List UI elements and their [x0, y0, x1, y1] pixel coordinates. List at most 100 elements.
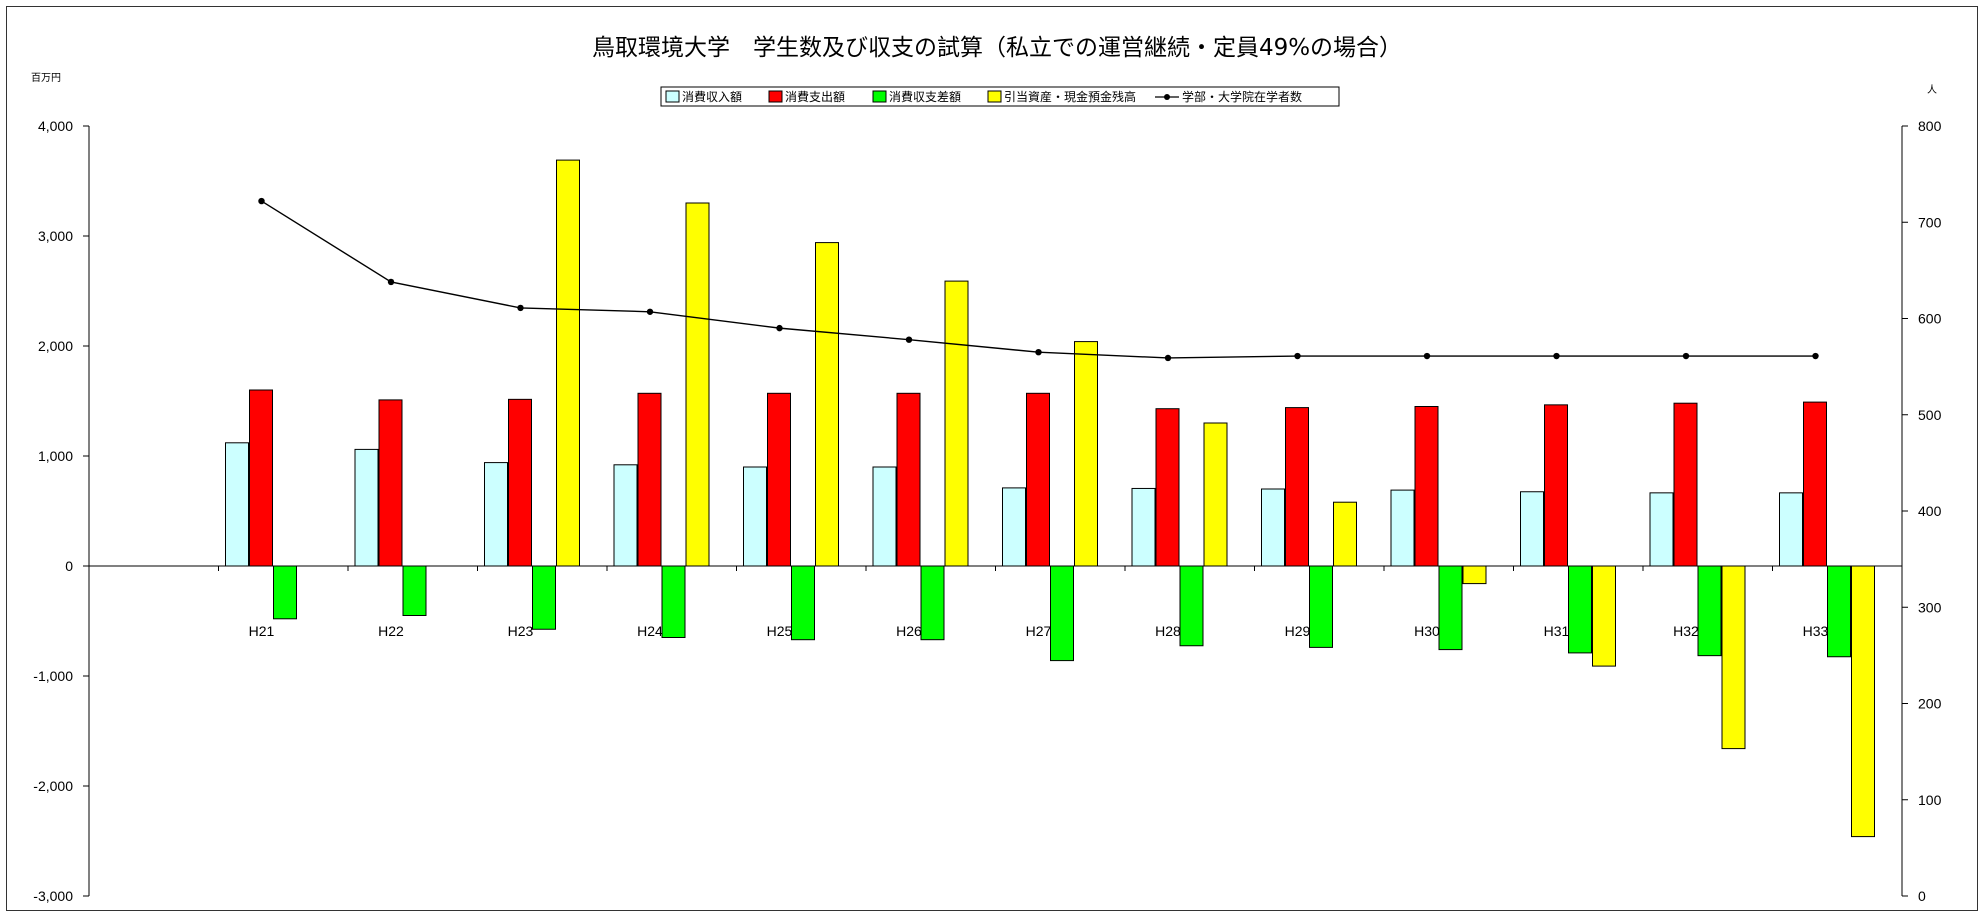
right-axis-tick-label: 700	[1918, 214, 1942, 230]
bar-balance	[1568, 565, 1592, 654]
bar-reserve	[1462, 565, 1487, 585]
bar-reserve	[944, 280, 969, 567]
category-label: H27	[1026, 623, 1052, 639]
bar-balance	[1050, 565, 1074, 662]
bar-income	[1390, 489, 1415, 567]
bar-reserve	[1851, 565, 1875, 838]
bar-income	[225, 442, 249, 567]
legend: 消費収入額 消費支出額 消費収支差額 引当資産・現金預金残高 学部・大学院在学者…	[660, 86, 1340, 107]
left-axis-unit: 百万円	[31, 72, 61, 84]
chart-title: 鳥取環境大学 学生数及び収支の試算（私立での運営継続・定員49%の場合）	[592, 35, 1402, 61]
right-axis-tick-label: 100	[1918, 792, 1942, 808]
bar-expense	[1803, 401, 1827, 567]
bar-expense	[1026, 392, 1050, 567]
student-count-point	[517, 304, 524, 312]
bar-income	[1131, 487, 1156, 567]
legend-label-reserve: 引当資産・現金預金残高	[1004, 89, 1136, 104]
left-axis-tick-label: -1,000	[33, 668, 73, 684]
student-count-point	[1164, 354, 1172, 362]
bar-balance	[920, 565, 945, 641]
student-count-point	[1423, 352, 1431, 360]
category-label: H22	[378, 623, 404, 639]
bar-balance	[1438, 565, 1463, 651]
left-axis-tick-label: -3,000	[33, 888, 73, 904]
right-axis-unit: 人	[1927, 84, 1937, 96]
student-count-point	[1812, 352, 1819, 360]
bar-reserve	[685, 202, 710, 567]
left-axis-tick-label: -2,000	[33, 778, 73, 794]
bar-income	[1649, 492, 1674, 567]
legend-swatch-balance	[872, 90, 887, 103]
legend-swatch-reserve	[987, 90, 1002, 103]
category-label: H23	[508, 623, 534, 639]
student-count-polyline	[261, 200, 1816, 359]
category-label: H32	[1673, 623, 1699, 639]
chart-frame	[6, 6, 1978, 911]
right-axis-tick-label: 300	[1918, 599, 1942, 615]
bar-expense	[637, 392, 662, 567]
bar-income	[1261, 488, 1285, 567]
category-label: H30	[1414, 623, 1440, 639]
left-axis-tick-label: 3,000	[38, 228, 73, 244]
right-axis: 800 700 600 500 400 300 200 100 0	[1901, 118, 1942, 904]
right-axis-tick-label: 200	[1918, 696, 1942, 712]
category-label: H28	[1155, 623, 1181, 639]
bar-expense	[1673, 402, 1698, 567]
bar-reserve	[1592, 565, 1616, 667]
left-axis-tick-label: 2,000	[38, 338, 73, 354]
legend-label-expense: 消費支出額	[785, 89, 845, 104]
student-count-line	[258, 197, 1819, 362]
legend-swatch-income	[665, 90, 680, 103]
bar-reserve	[1074, 341, 1098, 567]
legend-label-students: 学部・大学院在学者数	[1182, 89, 1302, 104]
student-count-point	[1553, 352, 1560, 360]
student-count-point	[1035, 348, 1042, 356]
student-count-point	[387, 278, 395, 286]
student-count-point	[258, 197, 265, 205]
bar-income	[743, 466, 767, 567]
bar-balance	[791, 565, 815, 641]
category-label: H29	[1285, 623, 1311, 639]
bar-balance	[1827, 565, 1851, 658]
category-label: H33	[1803, 623, 1829, 639]
legend-label-income: 消費収入額	[682, 89, 742, 104]
bar-balance	[532, 565, 556, 630]
bar-expense	[1544, 404, 1568, 567]
legend-swatch-expense	[768, 90, 783, 103]
left-axis-tick-label: 1,000	[38, 448, 73, 464]
bar-income	[613, 464, 638, 567]
bar-income	[1779, 492, 1803, 567]
left-axis-tick-label: 4,000	[38, 118, 73, 134]
bar-income	[872, 466, 897, 567]
bar-income	[354, 448, 379, 567]
category-label: H31	[1544, 623, 1570, 639]
category-label: H24	[637, 623, 663, 639]
bar-balance	[1309, 565, 1333, 648]
bar-reserve	[1721, 565, 1746, 750]
bar-income	[1002, 487, 1026, 567]
category-label: H26	[896, 623, 922, 639]
right-axis-tick-label: 400	[1918, 503, 1942, 519]
right-axis-tick-label: 800	[1918, 118, 1942, 134]
bar-reserve	[556, 159, 580, 567]
bar-expense	[767, 392, 791, 567]
bar-balance	[273, 565, 297, 620]
bar-series	[225, 159, 1875, 838]
bar-expense	[1155, 408, 1180, 567]
category-label: H21	[249, 623, 275, 639]
right-axis-tick-label: 600	[1918, 311, 1942, 327]
legend-marker-students	[1164, 94, 1170, 100]
bar-income	[484, 462, 508, 567]
student-count-point	[905, 336, 913, 343]
category-labels: H21 H22 H23 H24 H25 H26 H27 H28 H29 H30 H31 H32 H33	[249, 623, 1829, 639]
bar-balance	[1697, 565, 1722, 657]
student-count-point	[1294, 352, 1301, 360]
bar-reserve	[815, 242, 839, 567]
bar-income	[1520, 491, 1544, 567]
right-axis-tick-label: 0	[1918, 888, 1926, 904]
bar-expense	[378, 399, 403, 567]
student-count-point	[776, 324, 783, 332]
bar-expense	[896, 392, 921, 567]
bar-expense	[1285, 407, 1309, 567]
